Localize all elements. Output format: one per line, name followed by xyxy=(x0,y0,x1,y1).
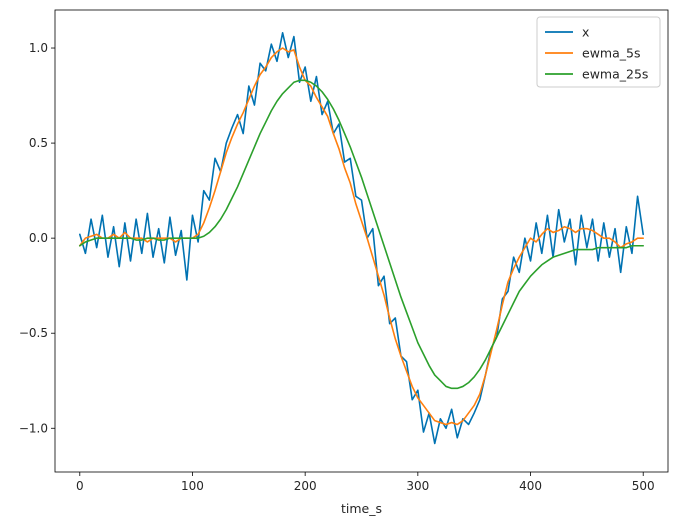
x-tick-label: 300 xyxy=(406,479,429,493)
x-tick-label: 100 xyxy=(181,479,204,493)
x-axis-label: time_s xyxy=(341,501,382,516)
y-axis-ticks: −1.0 −0.5 0.0 0.5 1.0 xyxy=(19,41,55,435)
y-tick-label: −0.5 xyxy=(19,326,48,340)
legend-label-x: x xyxy=(582,25,589,40)
y-tick-label: 1.0 xyxy=(29,41,48,55)
x-tick-label: 200 xyxy=(294,479,317,493)
x-tick-label: 0 xyxy=(76,479,84,493)
y-tick-label: 0.5 xyxy=(29,136,48,150)
legend-label-ewma-25s: ewma_25s xyxy=(582,67,648,82)
legend-label-ewma-5s: ewma_5s xyxy=(582,46,640,61)
series-line-ewma-5s xyxy=(78,47,645,426)
legend: x ewma_5s ewma_25s xyxy=(536,16,661,88)
y-tick-label: −1.0 xyxy=(19,421,48,435)
x-axis-ticks: 0 100 200 300 400 500 xyxy=(76,472,655,493)
x-tick-label: 400 xyxy=(519,479,542,493)
y-tick-label: 0.0 xyxy=(29,231,48,245)
x-tick-label: 500 xyxy=(632,479,655,493)
plot-frame xyxy=(54,9,669,473)
legend-box xyxy=(536,16,661,88)
series-lines xyxy=(78,32,645,445)
series-line-ewma-25s xyxy=(78,79,645,390)
